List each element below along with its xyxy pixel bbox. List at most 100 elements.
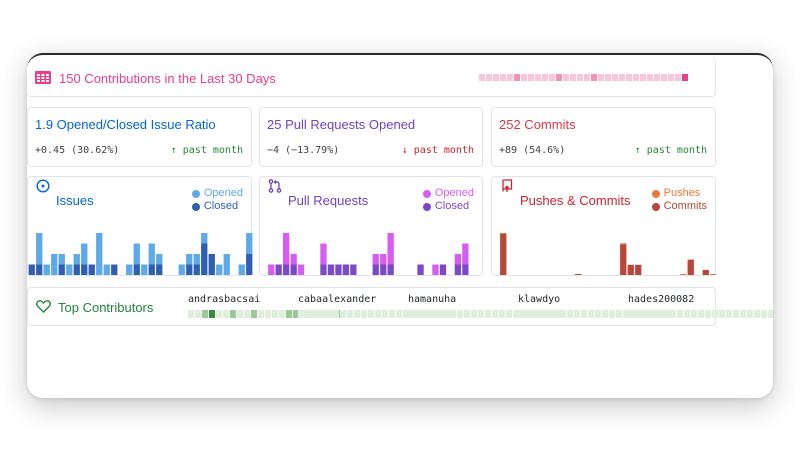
bar-opened [133, 243, 140, 265]
pushes-commits-chart-card: Pushes & Commits Pushes Commits [491, 176, 717, 276]
bar-opened [268, 264, 275, 275]
bar-commits [627, 264, 634, 275]
bar-closed [372, 264, 379, 275]
activity-cell [602, 310, 608, 318]
issues-chart-card: Issues Opened Closed [27, 176, 253, 276]
contribution-day-cell [584, 74, 590, 81]
legend-item[interactable]: Closed [422, 200, 474, 213]
activity-cell [396, 310, 402, 318]
contribution-day-cell [640, 74, 646, 81]
stat-card-pull-requests: 25 Pull Requests Opened −4 (−13.79%) ↓ p… [259, 107, 483, 167]
bar-closed [156, 264, 163, 275]
bar-closed [283, 264, 290, 275]
chart-legend: Opened Closed [422, 187, 474, 213]
activity-cell [609, 310, 615, 318]
activity-cell [429, 310, 435, 318]
legend-label: Opened [203, 187, 243, 199]
contribution-day-cell [535, 74, 541, 81]
legend-item[interactable]: Closed [191, 200, 243, 213]
contributor-name[interactable]: hades200082 [628, 294, 695, 305]
bar-opened [66, 264, 73, 275]
bar-opened [51, 254, 58, 275]
stat-title: 25 Pull Requests Opened [267, 117, 416, 132]
stat-card-commits: 252 Commits +89 (54.6%) ↑ past month [491, 107, 716, 167]
bar-opened [156, 254, 163, 265]
bar-opened [178, 264, 185, 275]
bar-pushes [500, 233, 507, 234]
activity-cell [712, 310, 718, 318]
activity-cell [293, 310, 299, 318]
activity-cell [663, 310, 669, 318]
bar-closed [81, 264, 88, 275]
activity-cell [368, 310, 374, 318]
bar-closed [246, 254, 253, 275]
activity-cell [347, 310, 353, 318]
activity-cell [188, 310, 194, 318]
bar-closed [193, 264, 200, 275]
bar-closed [290, 264, 297, 275]
bar-closed [111, 264, 118, 275]
bar-opened [193, 254, 200, 265]
bar-closed [88, 264, 95, 275]
contribution-day-cell [682, 74, 688, 81]
bar-opened [126, 264, 133, 275]
contribution-day-cell [633, 74, 639, 81]
stat-title: 252 Commits [499, 117, 576, 132]
activity-cell [656, 310, 662, 318]
bar-closed [380, 264, 387, 275]
stat-trend: ↑ past month [170, 145, 243, 156]
activity-cell [492, 310, 498, 318]
activity-cell [478, 310, 484, 318]
activity-cell [642, 310, 648, 318]
legend-item[interactable]: Opened [422, 187, 474, 200]
activity-cell [223, 310, 229, 318]
contributor-name[interactable]: cabaalexander [298, 294, 377, 305]
bar-closed [148, 264, 155, 275]
activity-cell [649, 310, 655, 318]
activity-cell [305, 310, 311, 318]
activity-cell [574, 310, 580, 318]
chart-title: Pushes & Commits [520, 193, 631, 208]
bar-opened [223, 254, 230, 275]
activity-cell [733, 310, 739, 318]
contribution-day-cell [591, 74, 597, 81]
bar-closed [201, 243, 208, 275]
legend-label: Commits [663, 200, 707, 212]
contribution-day-cell [661, 74, 667, 81]
activity-cell [265, 310, 271, 318]
activity-cell [581, 310, 587, 318]
contribution-day-cell [598, 74, 604, 81]
activity-cell [485, 310, 491, 318]
contribution-day-cell [675, 74, 681, 81]
legend-item[interactable]: Opened [191, 187, 243, 200]
bar-opened [201, 233, 208, 244]
activity-cell [595, 310, 601, 318]
stat-card-issue-ratio: 1.9 Opened/Closed Issue Ratio +0.45 (30.… [27, 107, 252, 167]
activity-cell [525, 310, 531, 318]
contributor[interactable]: hades200082 [628, 294, 773, 318]
legend-item[interactable]: Commits [651, 200, 707, 213]
legend-label: Opened [434, 187, 474, 199]
bar-opened [73, 254, 80, 265]
bar-commits [687, 259, 694, 275]
contributor-name[interactable]: andrasbacsai [188, 294, 261, 305]
activity-cell [298, 310, 304, 318]
bar-closed [327, 264, 335, 275]
activity-cell [698, 310, 704, 318]
stat-trend: ↑ past month [634, 145, 707, 156]
contributor-name[interactable]: hamanuha [408, 294, 457, 305]
bar-closed [417, 264, 424, 275]
legend-item[interactable]: Pushes [651, 187, 707, 200]
contribution-day-cell [647, 74, 653, 81]
heart-icon [36, 300, 51, 318]
bar-opened [320, 243, 327, 265]
contribution-day-cell [626, 74, 632, 81]
top-contributors-card: Top Contributors andrasbacsai cabaalexan… [27, 287, 773, 326]
contribution-day-cell [507, 74, 513, 81]
legend-swatch [422, 189, 431, 198]
activity-cell [726, 310, 732, 318]
activity-cell [539, 310, 545, 318]
contributor-name[interactable]: klawdyo [518, 294, 561, 305]
activity-cell [272, 310, 278, 318]
bar-closed [58, 264, 65, 275]
